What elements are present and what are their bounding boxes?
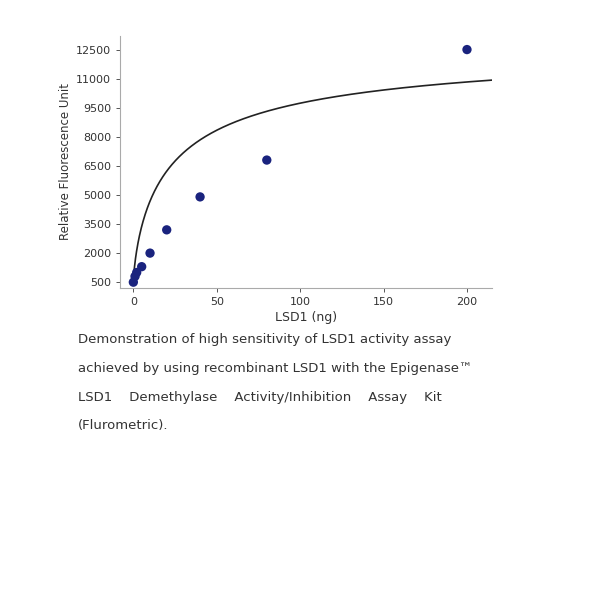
Point [162, 225, 172, 235]
Y-axis label: Relative Fluorescence Unit: Relative Fluorescence Unit [59, 83, 71, 241]
Point [462, 45, 472, 55]
Point [137, 262, 146, 271]
Point [145, 248, 155, 258]
Text: Demonstration of high sensitivity of LSD1 activity assay: Demonstration of high sensitivity of LSD… [78, 333, 451, 346]
Point [132, 268, 142, 277]
Point [130, 272, 140, 281]
Point [128, 277, 138, 287]
Point [262, 155, 272, 165]
X-axis label: LSD1 (ng): LSD1 (ng) [275, 311, 337, 324]
Point [195, 192, 205, 202]
Text: (Flurometric).: (Flurometric). [78, 419, 169, 433]
Text: achieved by using recombinant LSD1 with the Epigenase™: achieved by using recombinant LSD1 with … [78, 362, 472, 375]
Text: LSD1    Demethylase    Activity/Inhibition    Assay    Kit: LSD1 Demethylase Activity/Inhibition Ass… [78, 391, 442, 404]
